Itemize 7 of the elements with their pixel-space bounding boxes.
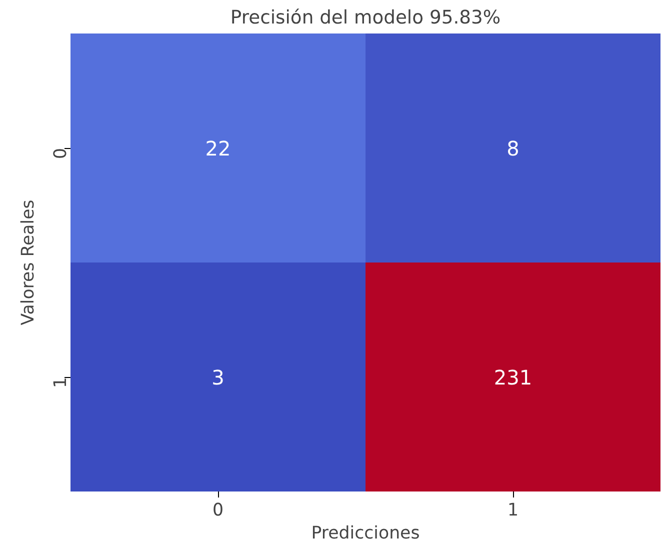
data-label: 8 [506, 136, 520, 160]
chart-title: Precisión del modelo 95.83% [230, 8, 501, 28]
x-axis-title: Predicciones [311, 524, 420, 544]
data-label: 231 [494, 366, 532, 390]
data-label: 22 [205, 136, 231, 160]
y-axis-title: Valores Reales [18, 200, 38, 326]
data-label: 3 [212, 366, 224, 390]
